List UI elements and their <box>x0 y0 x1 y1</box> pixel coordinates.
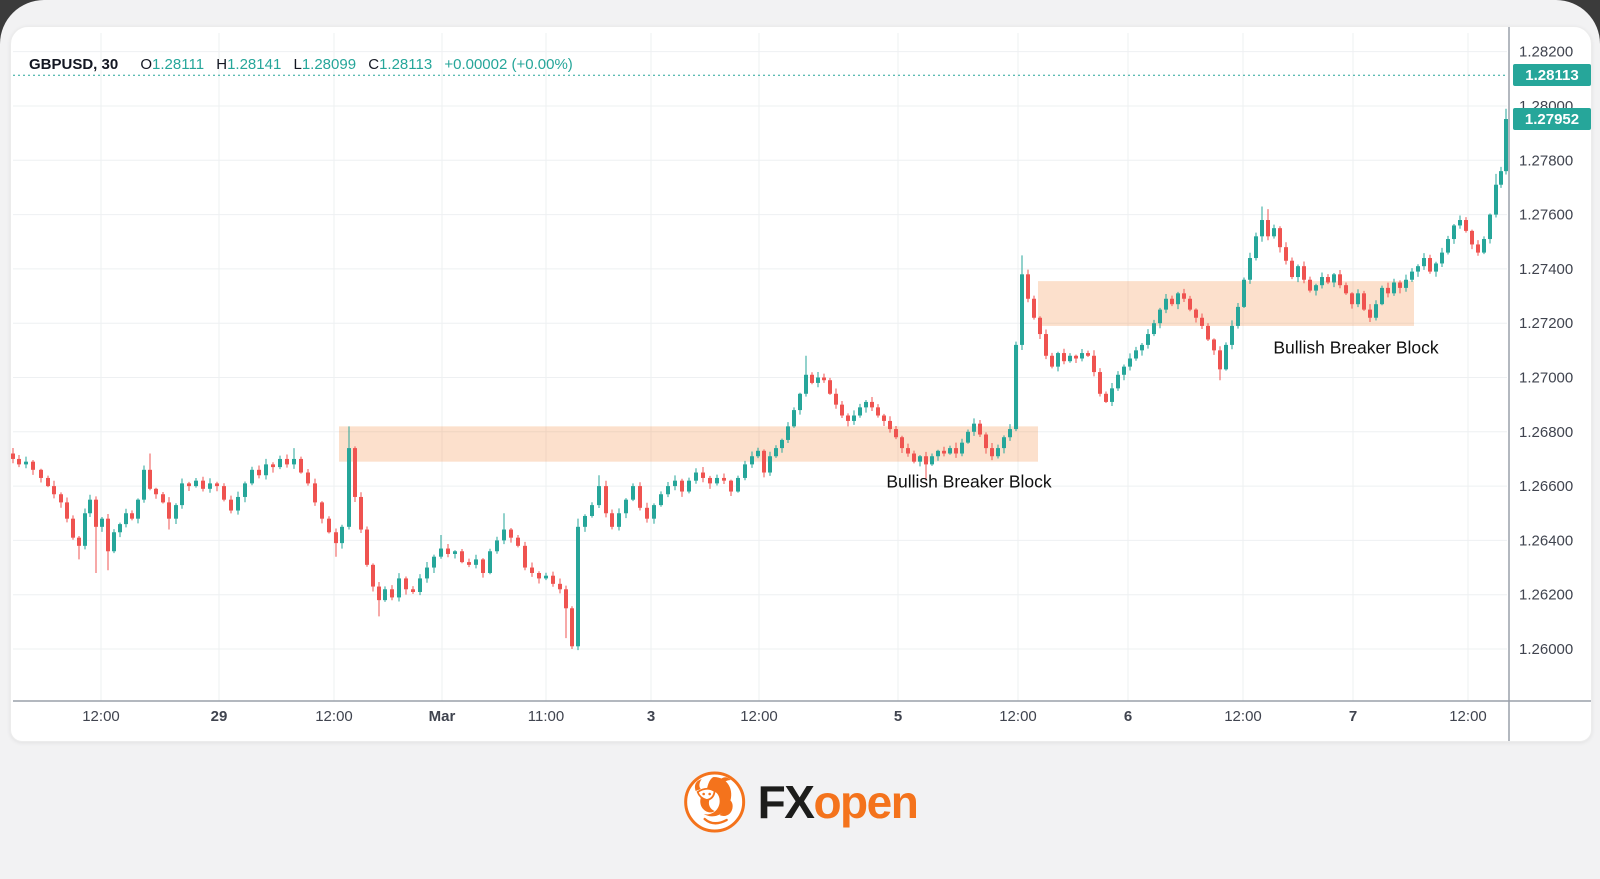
svg-text:Mar: Mar <box>429 708 456 725</box>
svg-text:12:00: 12:00 <box>82 708 120 725</box>
logo-fx-text: FX <box>757 776 815 828</box>
svg-text:3: 3 <box>647 708 655 725</box>
breaker-block-annotation-2: Bullish Breaker Block <box>1273 337 1439 358</box>
open-value: 1.28111 <box>152 56 205 73</box>
high-label: H <box>216 56 228 73</box>
svg-text:1.28200: 1.28200 <box>1519 44 1573 61</box>
open-label: O <box>140 56 153 73</box>
svg-text:12:00: 12:00 <box>740 708 778 725</box>
grid-lines <box>13 33 1507 701</box>
fxopen-bull-emblem-icon <box>684 771 746 833</box>
close-value: 1.28113 <box>379 56 433 73</box>
price-axis[interactable]: 1.282001.280001.278001.276001.274001.272… <box>1508 27 1573 741</box>
svg-text:1.26600: 1.26600 <box>1519 478 1573 495</box>
svg-text:1.27200: 1.27200 <box>1519 315 1573 332</box>
svg-text:12:00: 12:00 <box>1224 708 1262 725</box>
breaker-block-zones <box>339 281 1414 462</box>
symbol-ohlc-header[interactable]: GBPUSD, 30 O1.28111 H1.28141 L1.28099 C1… <box>29 56 573 73</box>
chart-card: 1.28200 1.28000 1.27800 1.27600 1.27400 1.272… <box>10 26 1592 742</box>
svg-text:1.26400: 1.26400 <box>1519 532 1573 549</box>
svg-text:1.27600: 1.27600 <box>1519 207 1573 224</box>
last-close-badge: 1.27952 <box>1513 108 1591 130</box>
svg-text:29: 29 <box>211 708 228 725</box>
svg-text:6: 6 <box>1124 708 1132 725</box>
svg-text:11:00: 11:00 <box>528 708 564 725</box>
svg-text:1.27800: 1.27800 <box>1519 152 1573 169</box>
fxopen-logo: FXopen <box>683 770 919 834</box>
candlestick-chart-canvas[interactable]: 1.282001.280001.278001.276001.274001.272… <box>11 27 1591 741</box>
svg-text:1.27400: 1.27400 <box>1519 261 1573 278</box>
svg-text:12:00: 12:00 <box>1449 708 1487 725</box>
time-axis[interactable]: 12:00 29 12:00 Mar 11:00 3 12:00 5 12:00 6 12:00 7 1… <box>13 700 1591 725</box>
low-label: L <box>293 56 302 73</box>
svg-text:1.27000: 1.27000 <box>1519 369 1573 386</box>
symbol-title[interactable]: GBPUSD, 30 <box>29 56 119 73</box>
high-value: 1.28141 <box>227 56 282 73</box>
svg-text:12:00: 12:00 <box>999 708 1037 725</box>
svg-text:5: 5 <box>894 708 902 725</box>
close-label: C <box>368 56 380 73</box>
svg-text:1.26800: 1.26800 <box>1519 424 1573 441</box>
current-price-badge: 1.28113 <box>1513 64 1591 86</box>
low-value: 1.28099 <box>301 56 357 73</box>
svg-text:7: 7 <box>1349 708 1357 725</box>
breaker-block-annotation-1: Bullish Breaker Block <box>886 471 1052 492</box>
svg-text:1.26000: 1.26000 <box>1519 641 1573 658</box>
svg-text:12:00: 12:00 <box>315 708 353 725</box>
change-value: +0.00002 (+0.00%) <box>444 56 573 73</box>
logo-open-text: open <box>813 776 918 828</box>
fxopen-wordmark: FXopen <box>757 776 919 828</box>
candles <box>11 108 1508 651</box>
svg-text:1.26200: 1.26200 <box>1519 587 1573 604</box>
